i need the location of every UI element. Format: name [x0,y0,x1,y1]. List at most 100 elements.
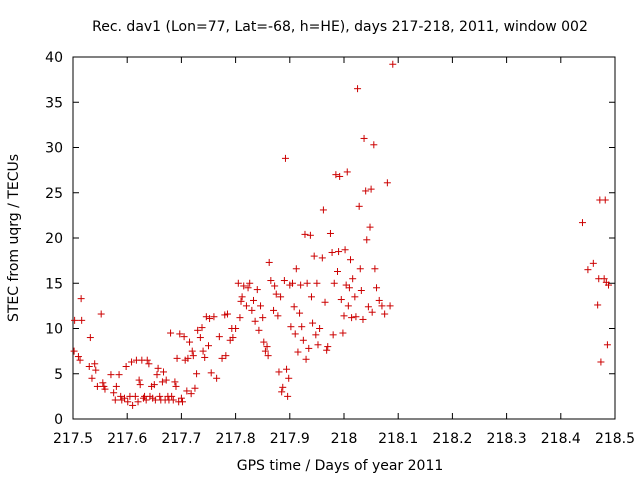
data-point [289,279,297,287]
data-point [142,396,150,404]
data-point [255,326,263,334]
data-point [122,363,130,371]
data-point [99,379,107,387]
data-point [158,378,166,386]
data-point [154,364,162,372]
data-point [290,303,298,311]
data-point [303,279,311,287]
data-point [194,326,202,334]
data-point [172,382,180,390]
data-point [366,223,374,231]
data-point [111,396,119,404]
data-point [328,248,336,256]
data-point [77,295,85,303]
data-point [129,401,137,409]
data-point [354,85,362,93]
data-point [279,383,287,391]
data-point [584,266,592,274]
y-axis-label: STEC from uqrg / TECUs [6,154,22,322]
x-tick-label: 217.7 [161,431,201,447]
data-point [244,284,252,292]
data-point [340,312,348,320]
data-point [178,398,186,406]
data-point [143,356,151,364]
y-tick-labels: 0 5 10 15 20 25 30 35 40 [45,50,63,428]
data-point [263,343,271,351]
data-point [287,323,295,331]
data-point [341,246,349,254]
data-point [257,302,265,310]
data-point [310,252,318,260]
x-axis-label: GPS time / Days of year 2011 [237,458,444,474]
data-point [213,374,221,382]
data-point [265,258,273,266]
data-point [210,313,218,321]
data-point [274,312,282,320]
data-point [321,298,329,306]
y-tick-label: 25 [45,186,63,202]
data-point [316,325,324,332]
data-point [196,334,204,342]
y-tick-label: 15 [45,276,63,292]
data-point [264,352,272,360]
data-point [309,319,317,327]
x-tick-label: 218.2 [432,431,472,447]
data-point [223,310,231,318]
data-point [177,394,185,402]
data-point [345,284,353,292]
x-tick-label: 217.5 [53,431,93,447]
data-point [218,354,226,362]
data-point [280,277,288,285]
data-point [124,398,132,406]
data-point [145,360,153,368]
data-point [238,293,246,301]
data-point [347,256,355,264]
data-point [368,308,376,316]
plot-frame [72,56,616,420]
data-point [189,352,197,360]
data-point [355,202,363,210]
y-tick-label: 35 [45,95,63,111]
x-tick-label: 218.1 [378,431,418,447]
data-point [351,293,359,301]
data-point [371,265,379,273]
data-point [285,374,293,382]
data-point [128,358,136,366]
data-point [260,338,268,346]
data-point [91,360,99,368]
data-point [251,317,259,325]
data-point [134,398,142,406]
data-point [329,331,337,339]
data-point [180,333,188,341]
x-tick-label: 218.3 [487,431,527,447]
data-point [171,378,179,386]
data-point [337,296,345,304]
data-point [259,314,267,322]
data-point [85,363,93,371]
data-point [153,371,161,379]
data-point [360,134,368,142]
data-point [112,382,120,390]
data-point [343,168,351,176]
data-point [296,309,304,317]
data-point [246,279,254,287]
data-point [333,267,341,275]
data-point [162,376,170,384]
data-point [253,286,261,294]
data-point [305,344,313,352]
data-points [70,60,612,409]
data-point [70,347,78,355]
data-point [92,366,100,374]
data-point [603,341,611,349]
data-point [240,282,248,290]
data-point [135,376,143,384]
x-tick-label: 218.4 [541,431,581,447]
data-point [291,330,299,338]
data-point [183,387,191,395]
data-point [187,390,195,398]
data-point [176,330,184,338]
data-point [370,141,378,149]
data-point [202,313,210,321]
data-point [324,343,332,351]
